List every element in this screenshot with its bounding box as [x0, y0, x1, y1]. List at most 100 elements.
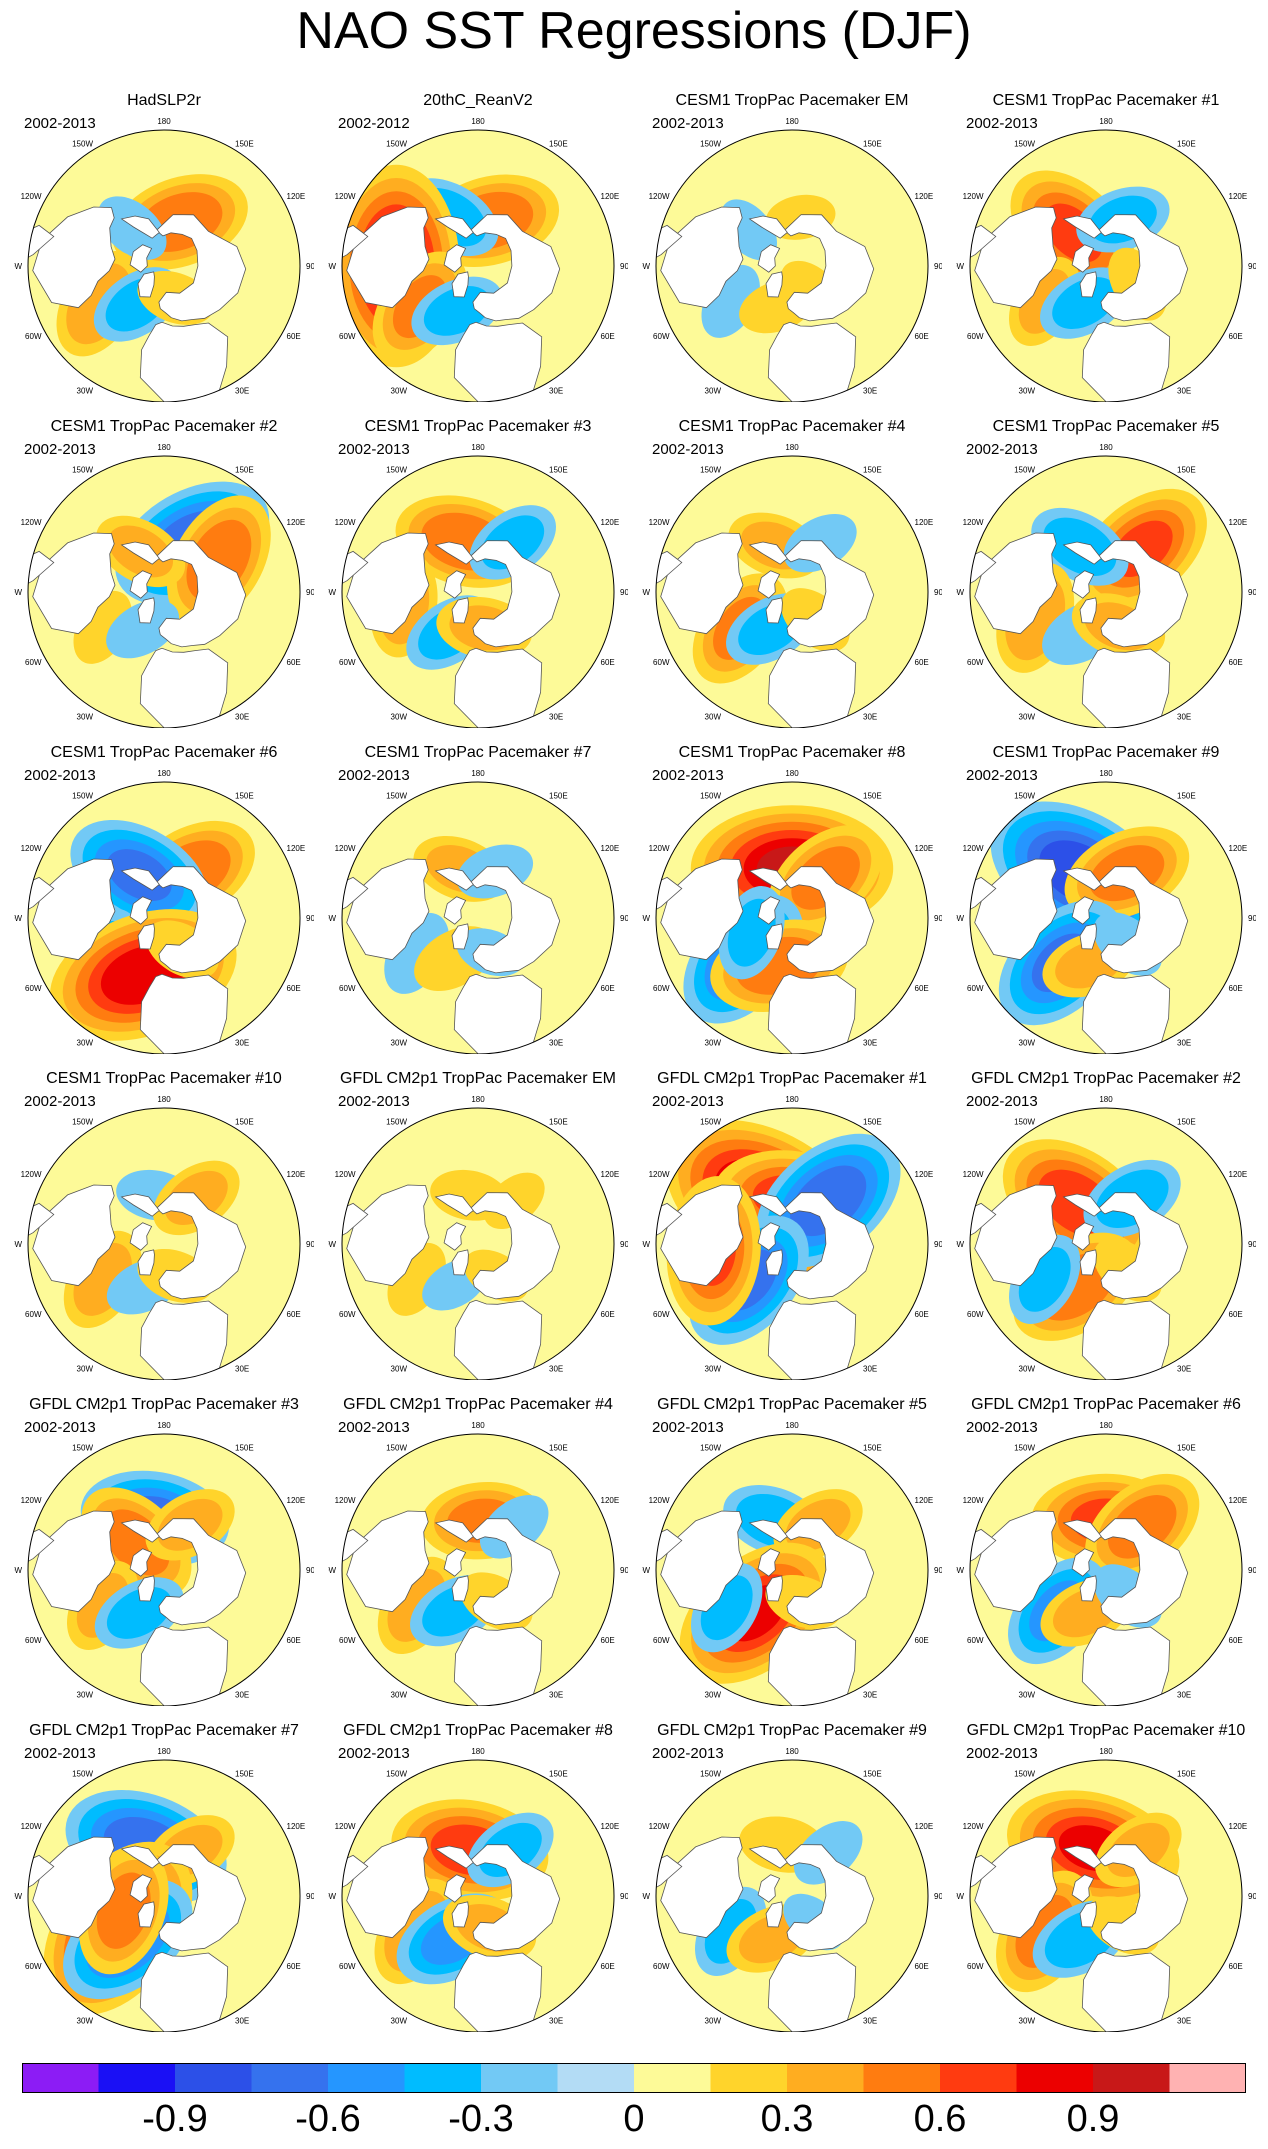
map-panel: 180150W150E120W120E90W90E60W60E30W30E0CE… — [642, 418, 942, 728]
longitude-label: 30W — [1019, 2017, 1036, 2026]
longitude-label: 30W — [705, 387, 722, 396]
colorbar-swatch — [98, 2063, 176, 2093]
land-mass — [765, 923, 783, 950]
polar-map: 180150W150E120W120E90W90E60W60E30W30E0 — [642, 443, 942, 728]
panel-period: 2002-2013 — [966, 1093, 1038, 1110]
land-mass — [129, 1548, 153, 1577]
longitude-label: 30E — [863, 1365, 877, 1374]
longitude-label: 150W — [72, 466, 93, 475]
longitude-label: 120E — [915, 518, 934, 527]
polar-map: 180150W150E120W120E90W90E60W60E30W30E0 — [956, 1095, 1256, 1380]
map-panel: 180150W150E120W120E90W90E60W60E30W30E0GF… — [14, 1722, 314, 2032]
longitude-label: 60W — [339, 1636, 356, 1645]
longitude-label: 60E — [287, 1636, 301, 1645]
longitude-label: 60E — [601, 658, 615, 667]
longitude-label: 150W — [72, 792, 93, 801]
longitude-label: 30W — [705, 1365, 722, 1374]
longitude-label: 30E — [863, 713, 877, 722]
longitude-label: 150E — [235, 1118, 254, 1127]
land-mass — [767, 1299, 857, 1380]
longitude-label: 90E — [620, 588, 628, 597]
map-border — [969, 1107, 1243, 1380]
land-mass — [767, 321, 857, 402]
longitude-label: 180 — [1099, 769, 1113, 778]
panel-period: 2002-2013 — [24, 767, 96, 784]
land-mass — [469, 540, 561, 648]
longitude-label: 150W — [386, 140, 407, 149]
land-mass — [660, 1836, 744, 1939]
polar-map: 180150W150E120W120E90W90E60W60E30W30E0 — [328, 117, 628, 402]
land-mass — [434, 867, 474, 891]
land-mass — [469, 1192, 561, 1300]
longitude-label: 150W — [72, 1118, 93, 1127]
map-panel: 180150W150E120W120E90W90E60W60E30W30E0 CE… — [328, 744, 628, 1054]
panel-period: 2002-2013 — [24, 441, 96, 458]
panel-period: 2002-2012 — [338, 115, 410, 132]
land-mass — [155, 1192, 247, 1300]
longitude-label: 90E — [1248, 588, 1256, 597]
longitude-label: 30W — [391, 2017, 408, 2026]
longitude-label: 90W — [642, 914, 650, 923]
longitude-label: 120E — [1229, 844, 1248, 853]
land-mass — [757, 896, 781, 925]
land-mass — [1079, 1575, 1097, 1602]
longitude-label: 30E — [1177, 1691, 1191, 1700]
longitude-label: 120W — [335, 1170, 356, 1179]
longitude-label: 60W — [653, 658, 670, 667]
longitude-label: 90E — [934, 588, 942, 597]
longitude-label: 150W — [700, 466, 721, 475]
polar-map: 180150W150E120W120E90W90E60W60E30W30E0 — [642, 1421, 942, 1706]
longitude-label: 60W — [653, 1310, 670, 1319]
land-mass — [660, 858, 744, 961]
longitude-label: 90E — [620, 262, 628, 271]
longitude-label: 180 — [785, 443, 799, 452]
land-mass — [434, 1519, 474, 1543]
longitude-label: 60E — [601, 1962, 615, 1971]
map-panel: 180150W150E120W120E90W90E60W60E30W30E0CE… — [328, 418, 628, 728]
land-mass — [757, 570, 781, 599]
longitude-label: 30E — [863, 2017, 877, 2026]
longitude-label: 30E — [549, 387, 563, 396]
panel-title: CESM1 TropPac Pacemaker #7 — [364, 744, 592, 761]
longitude-label: 90E — [306, 914, 314, 923]
longitude-label: 30E — [549, 713, 563, 722]
longitude-label: 90W — [956, 588, 964, 597]
longitude-label: 60E — [287, 658, 301, 667]
longitude-label: 120E — [1229, 1170, 1248, 1179]
land-mass — [32, 1836, 116, 1939]
longitude-label: 90W — [956, 914, 964, 923]
land-mass — [1081, 1951, 1171, 2032]
longitude-label: 180 — [1099, 443, 1113, 452]
longitude-label: 180 — [157, 1095, 171, 1104]
land-mass — [129, 570, 153, 599]
land-mass — [1071, 896, 1095, 925]
longitude-label: 90E — [1248, 1240, 1256, 1249]
longitude-label: 90W — [14, 1240, 22, 1249]
longitude-label: 30W — [705, 1039, 722, 1048]
longitude-label: 150E — [235, 140, 254, 149]
land-mass — [660, 1510, 744, 1613]
land-mass — [660, 532, 744, 635]
panel-period: 2002-2013 — [966, 441, 1038, 458]
longitude-label: 90W — [328, 588, 336, 597]
land-mass — [765, 1249, 783, 1276]
longitude-label: 120W — [335, 518, 356, 527]
land-mass — [451, 923, 469, 950]
longitude-label: 150E — [863, 140, 882, 149]
longitude-label: 150W — [72, 1444, 93, 1453]
polar-map: 180150W150E120W120E90W90E60W60E30W30E0 — [642, 1095, 942, 1380]
polar-map: 180150W150E120W120E90W90E60W60E30W30E0 — [328, 769, 628, 1054]
land-mass — [765, 1901, 783, 1928]
colorbar-swatch — [1093, 2063, 1170, 2093]
longitude-label: 60W — [25, 1962, 42, 1971]
colorbar-tick-label: -0.9 — [142, 2098, 208, 2140]
longitude-label: 150W — [1014, 1770, 1035, 1779]
longitude-label: 30W — [77, 713, 94, 722]
polar-map: 180150W150E120W120E90W90E60W60E30W30E0 — [642, 117, 942, 402]
polar-map: 180150W150E120W120E90W90E60W60E30W30E0 — [328, 443, 628, 728]
longitude-label: 150E — [549, 1118, 568, 1127]
longitude-label: 30E — [549, 1039, 563, 1048]
longitude-label: 30W — [391, 713, 408, 722]
land-mass — [660, 206, 744, 309]
